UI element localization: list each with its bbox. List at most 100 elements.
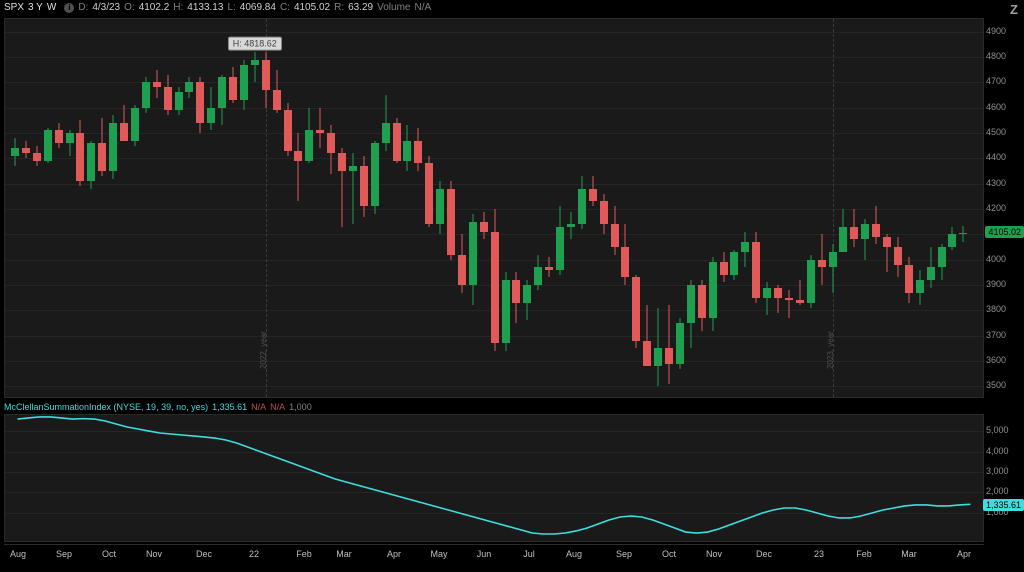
indicator-name[interactable]: McClellanSummationIndex (NYSE, 19, 39, n… — [4, 402, 208, 412]
candle[interactable] — [185, 19, 193, 399]
candle[interactable] — [393, 19, 401, 399]
candle[interactable] — [654, 19, 662, 399]
candle[interactable] — [556, 19, 564, 399]
candle[interactable] — [294, 19, 302, 399]
candle[interactable] — [643, 19, 651, 399]
candle[interactable] — [600, 19, 608, 399]
indicator-chart[interactable] — [4, 414, 984, 542]
candle[interactable] — [66, 19, 74, 399]
candle[interactable] — [44, 19, 52, 399]
candle[interactable] — [273, 19, 281, 399]
candle[interactable] — [109, 19, 117, 399]
candle[interactable] — [829, 19, 837, 399]
candle[interactable] — [153, 19, 161, 399]
candle[interactable] — [338, 19, 346, 399]
candle[interactable] — [938, 19, 946, 399]
symbol[interactable]: SPX — [4, 2, 24, 13]
candle[interactable] — [229, 19, 237, 399]
candle[interactable] — [87, 19, 95, 399]
candle[interactable] — [959, 19, 967, 399]
candle[interactable] — [523, 19, 531, 399]
candle[interactable] — [567, 19, 575, 399]
price-chart[interactable]: 2022, year2023, yearH: 4818.62 — [4, 18, 984, 398]
candle[interactable] — [512, 19, 520, 399]
candle[interactable] — [927, 19, 935, 399]
candle[interactable] — [11, 19, 19, 399]
candle[interactable] — [218, 19, 226, 399]
candle[interactable] — [55, 19, 63, 399]
candle[interactable] — [22, 19, 30, 399]
candle[interactable] — [763, 19, 771, 399]
time-axis[interactable]: AugSepOctNovDec22FebMarAprMayJunJulAugSe… — [4, 544, 984, 568]
candle[interactable] — [665, 19, 673, 399]
price-tick: 3900 — [986, 279, 1006, 289]
candle[interactable] — [480, 19, 488, 399]
candle[interactable] — [687, 19, 695, 399]
candle[interactable] — [861, 19, 869, 399]
candle[interactable] — [120, 19, 128, 399]
candle[interactable] — [469, 19, 477, 399]
candle[interactable] — [621, 19, 629, 399]
candle[interactable] — [142, 19, 150, 399]
candle[interactable] — [916, 19, 924, 399]
candle[interactable] — [164, 19, 172, 399]
candle[interactable] — [327, 19, 335, 399]
candle[interactable] — [752, 19, 760, 399]
candle[interactable] — [611, 19, 619, 399]
candle[interactable] — [818, 19, 826, 399]
candle[interactable] — [436, 19, 444, 399]
time-tick: 23 — [814, 549, 824, 559]
candle[interactable] — [262, 19, 270, 399]
candle[interactable] — [850, 19, 858, 399]
candle[interactable] — [676, 19, 684, 399]
candle[interactable] — [774, 19, 782, 399]
candle[interactable] — [730, 19, 738, 399]
candle[interactable] — [240, 19, 248, 399]
candle[interactable] — [403, 19, 411, 399]
candle[interactable] — [382, 19, 390, 399]
candle[interactable] — [534, 19, 542, 399]
candle[interactable] — [131, 19, 139, 399]
candle[interactable] — [741, 19, 749, 399]
candle[interactable] — [796, 19, 804, 399]
indicator-axis[interactable]: 1,0002,0003,0004,0005,0001,335.61 — [984, 414, 1024, 542]
candle[interactable] — [316, 19, 324, 399]
candle[interactable] — [839, 19, 847, 399]
candle[interactable] — [578, 19, 586, 399]
candle[interactable] — [785, 19, 793, 399]
candle[interactable] — [447, 19, 455, 399]
candle[interactable] — [458, 19, 466, 399]
candle[interactable] — [589, 19, 597, 399]
candle[interactable] — [905, 19, 913, 399]
candle[interactable] — [948, 19, 956, 399]
candle[interactable] — [872, 19, 880, 399]
candle[interactable] — [251, 19, 259, 399]
info-icon[interactable]: i — [64, 3, 74, 13]
candle[interactable] — [207, 19, 215, 399]
candle[interactable] — [502, 19, 510, 399]
candle[interactable] — [894, 19, 902, 399]
candle[interactable] — [491, 19, 499, 399]
candle[interactable] — [76, 19, 84, 399]
candle[interactable] — [371, 19, 379, 399]
period: 3 Y — [28, 2, 43, 13]
zoom-icon[interactable]: Z — [1010, 2, 1018, 17]
candle[interactable] — [305, 19, 313, 399]
candle[interactable] — [284, 19, 292, 399]
price-axis[interactable]: 3500360037003800390040004100420043004400… — [984, 18, 1024, 398]
candle[interactable] — [349, 19, 357, 399]
candle[interactable] — [175, 19, 183, 399]
candle[interactable] — [360, 19, 368, 399]
candle[interactable] — [883, 19, 891, 399]
candle[interactable] — [720, 19, 728, 399]
candle[interactable] — [709, 19, 717, 399]
candle[interactable] — [196, 19, 204, 399]
candle[interactable] — [545, 19, 553, 399]
candle[interactable] — [98, 19, 106, 399]
candle[interactable] — [425, 19, 433, 399]
candle[interactable] — [414, 19, 422, 399]
candle[interactable] — [632, 19, 640, 399]
candle[interactable] — [807, 19, 815, 399]
candle[interactable] — [33, 19, 41, 399]
candle[interactable] — [698, 19, 706, 399]
